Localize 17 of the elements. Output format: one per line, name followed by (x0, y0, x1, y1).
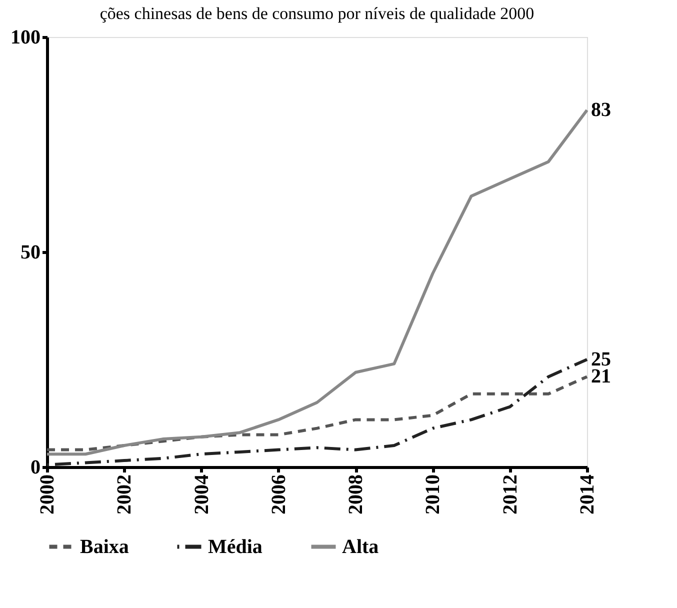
line-series (46, 375, 588, 452)
x-tick-label: 2010 (422, 474, 444, 514)
x-tick-label: 2002 (114, 474, 136, 514)
x-tick-label: 2012 (499, 474, 522, 514)
x-tick-label: 2014 (576, 474, 598, 514)
legend-label: Baixa (80, 536, 129, 558)
x-tick-label: 2004 (190, 474, 213, 514)
chart-title: ções chinesas de bens de consumo por níveis de qualidade 2000 (100, 4, 534, 23)
y-tick-label: 50 (20, 242, 40, 264)
data-label: 83 (591, 99, 611, 122)
legend-label: Alta (342, 536, 379, 558)
line-series (46, 358, 588, 466)
x-tick-label: 2006 (268, 474, 290, 514)
line-series (46, 108, 588, 456)
y-tick-label: 100 (10, 26, 40, 48)
x-tick-label: 2008 (345, 474, 368, 514)
legend-label: Média (208, 536, 262, 558)
